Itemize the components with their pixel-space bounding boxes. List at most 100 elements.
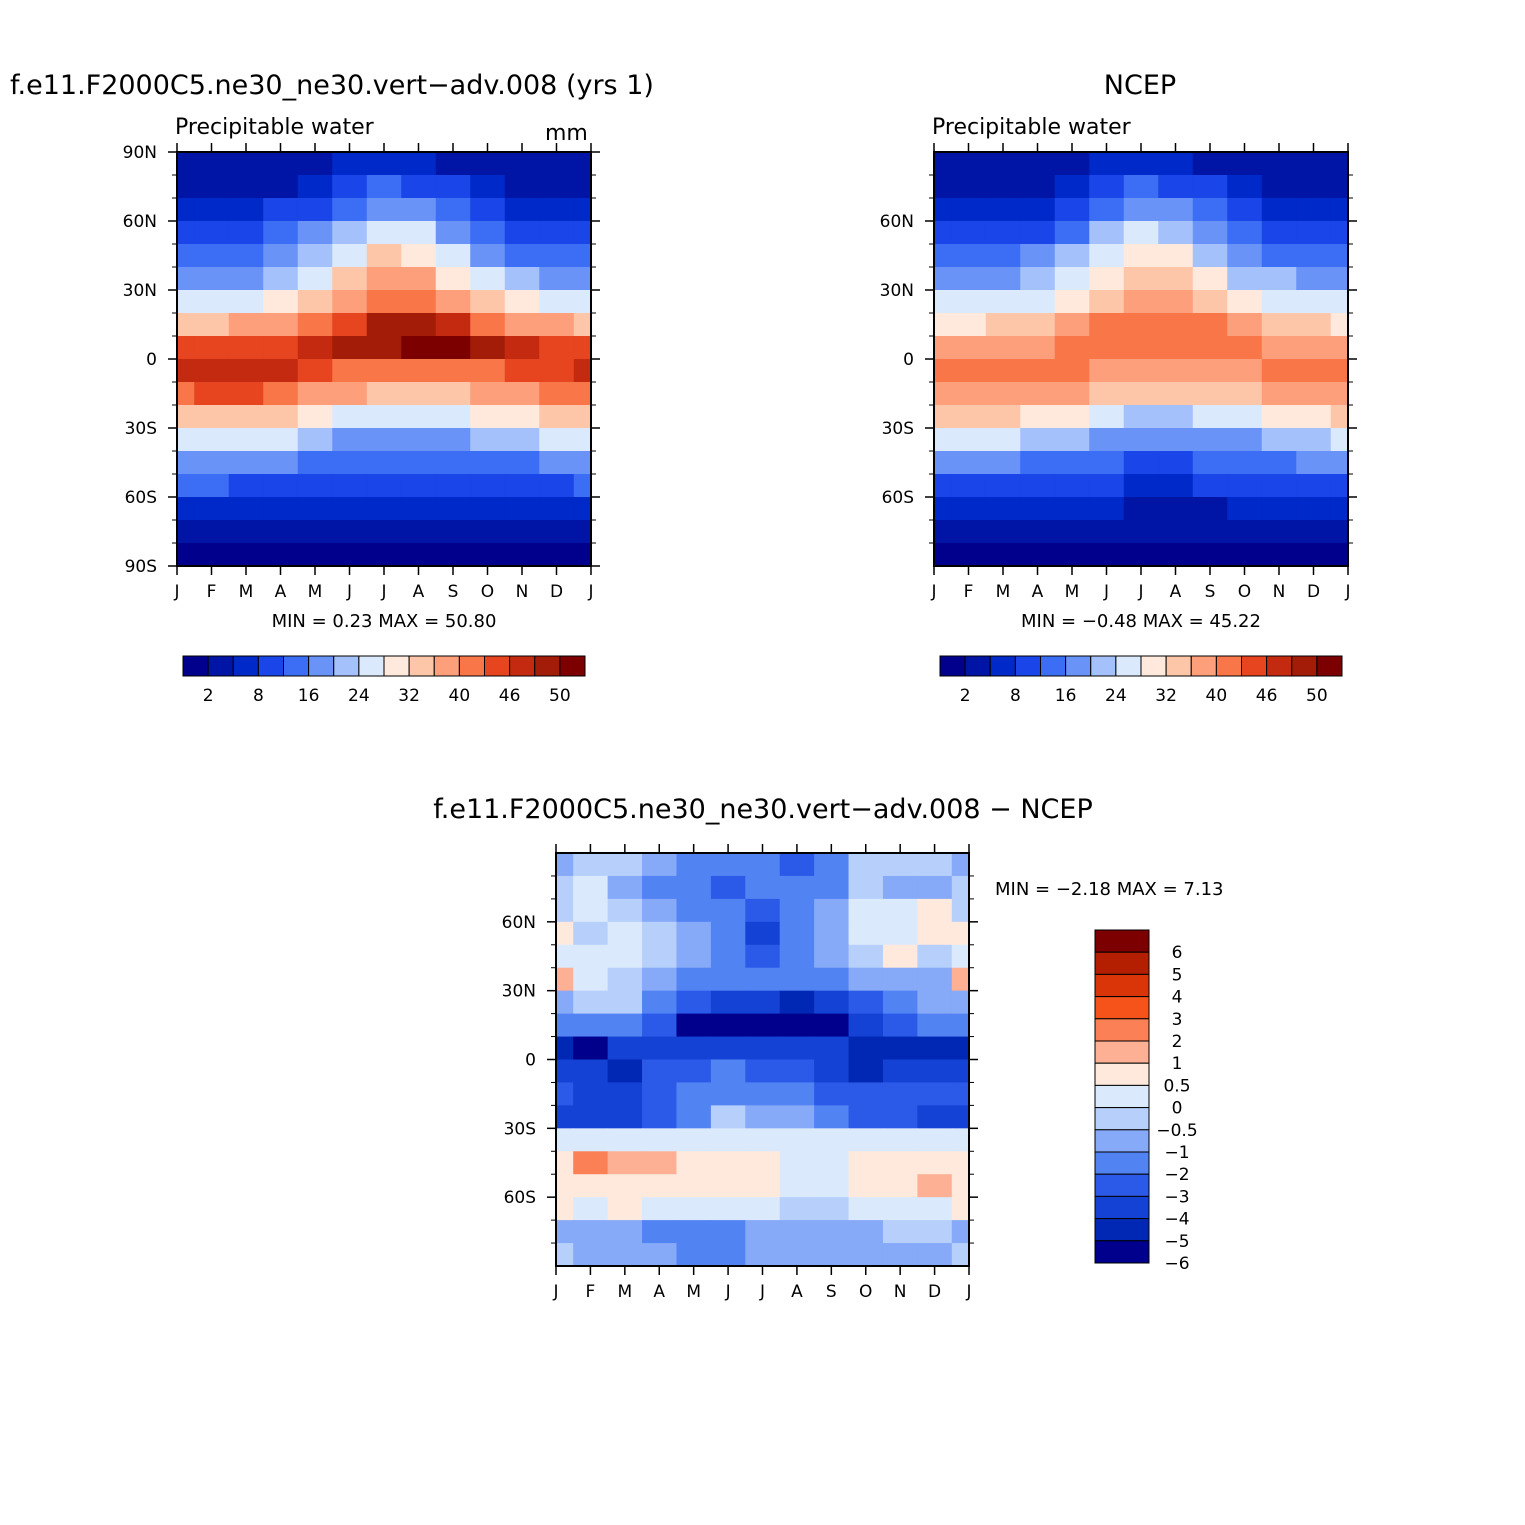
panel-diff-cell — [848, 967, 884, 992]
panel-ncep-cell — [1089, 244, 1125, 268]
panel-diff-cell — [745, 853, 781, 877]
panel-ncep-cell — [1089, 198, 1125, 222]
panel-diff-cell — [779, 898, 815, 923]
panel-ncep-cell — [1089, 451, 1125, 475]
panel-model-cell — [177, 474, 195, 498]
panel-model-cell — [366, 152, 402, 176]
panel-ncep-cell — [985, 313, 1021, 337]
panel-model-cell — [332, 198, 368, 222]
panel-ncep-xtick-label: F — [964, 582, 974, 602]
panel-ncep-cell — [985, 290, 1021, 314]
panel-model-cell — [470, 359, 506, 383]
panel-model-colorbar-swatch — [358, 655, 385, 677]
panel-ncep-cell — [1296, 221, 1332, 245]
panel-diff-cell — [607, 921, 643, 946]
panel-model-cell — [470, 520, 506, 544]
panel-model-colorbar-label: 24 — [348, 686, 370, 706]
panel-diff-cell — [556, 875, 574, 900]
panel-model-cell — [573, 267, 592, 291]
panel-ncep-cell — [1261, 543, 1297, 567]
panel-ncep-cell — [1227, 497, 1263, 521]
panel-model-cell — [401, 405, 437, 429]
panel-model-cell — [366, 221, 402, 245]
panel-diff-cell — [917, 1036, 953, 1061]
panel-model-cell — [504, 244, 540, 268]
panel-model-cell — [263, 290, 299, 314]
panel-ncep-cell — [1330, 290, 1349, 314]
panel-ncep-cell — [1192, 244, 1228, 268]
panel-model-xtick-label: D — [550, 582, 563, 602]
panel-model-cell — [435, 474, 471, 498]
panel-ncep-cell — [1227, 336, 1263, 360]
panel-ncep-cell — [934, 520, 952, 544]
panel-model-cell — [177, 198, 195, 222]
panel-diff-cell — [951, 1059, 970, 1084]
panel-model-cell — [177, 290, 195, 314]
panel-model-cell — [470, 267, 506, 291]
panel-model-cell — [435, 359, 471, 383]
panel-ncep-cell — [1296, 244, 1332, 268]
panel-model-cell — [228, 267, 264, 291]
panel-diff-colorbar-swatch — [1094, 1107, 1150, 1131]
panel-diff-cell — [779, 1197, 815, 1221]
panel-diff-cell — [642, 853, 678, 877]
panel-diff-xtick-label: M — [686, 1282, 701, 1302]
panel-ncep-cell — [1192, 428, 1228, 452]
panel-diff-xtick-label: J — [759, 1282, 765, 1302]
panel-ncep-cell — [1089, 359, 1125, 383]
panel-diff-cell — [745, 921, 781, 946]
panel-ncep-cell — [1330, 497, 1349, 521]
panel-ncep-cell — [1123, 451, 1159, 475]
panel-ncep-cell — [985, 359, 1021, 383]
panel-ncep-cell — [985, 474, 1021, 498]
panel-diff-cell — [779, 1059, 815, 1084]
panel-diff-cell — [676, 1128, 712, 1152]
panel-ncep-cell — [1054, 543, 1090, 567]
panel-model-cell — [366, 336, 402, 360]
panel-diff-cell — [745, 1036, 781, 1061]
panel-diff-cell — [917, 1059, 953, 1084]
panel-ncep-cell — [1296, 267, 1332, 291]
panel-model-cell — [366, 175, 402, 199]
panel-ncep-cell — [1020, 221, 1056, 245]
panel-diff-colorbar-label: −0.5 — [1156, 1121, 1197, 1141]
panel-ncep-cell — [934, 543, 952, 567]
panel-model-cell — [194, 520, 230, 544]
panel-ncep-cell — [1227, 313, 1263, 337]
panel-diff-colorbar-label: −3 — [1164, 1187, 1189, 1207]
panel-ncep-colorbar-label: 32 — [1155, 686, 1177, 706]
panel-model-cell — [573, 543, 592, 567]
panel-model-cell — [401, 221, 437, 245]
panel-diff-cell — [607, 967, 643, 992]
panel-diff-cell — [917, 967, 953, 992]
panel-ncep-cell — [1158, 244, 1194, 268]
panel-ncep-cell — [985, 382, 1021, 406]
panel-ncep-cell — [1192, 336, 1228, 360]
panel-model-cell — [297, 221, 333, 245]
panel-model-cell — [297, 175, 333, 199]
panel-model-cell — [177, 543, 195, 567]
panel-diff-cell — [882, 1128, 918, 1152]
panel-diff-cell — [676, 1036, 712, 1061]
panel-ncep-cell — [985, 267, 1021, 291]
panel-model-cell — [539, 313, 575, 337]
panel-model-cell — [263, 336, 299, 360]
panel-model-cell — [263, 359, 299, 383]
panel-ncep-cell — [985, 175, 1021, 199]
panel-ncep-colorbar-label: 24 — [1105, 686, 1127, 706]
panel-model-cell — [366, 405, 402, 429]
panel-ncep-cell — [1158, 520, 1194, 544]
panel-diff-cell — [573, 1243, 609, 1267]
panel-diff-cell — [607, 1174, 643, 1198]
panel-ncep-colorbar-label: 16 — [1055, 686, 1077, 706]
panel-model-cell — [366, 290, 402, 314]
panel-ncep-cell — [1296, 405, 1332, 429]
panel-model-cell — [539, 175, 575, 199]
panel-model-colorbar-swatch — [257, 655, 284, 677]
panel-diff-ytick-label: 60N — [502, 913, 536, 933]
panel-model-xtick-label: A — [413, 582, 425, 602]
panel-ncep-cell — [1192, 313, 1228, 337]
panel-model-cell — [194, 336, 230, 360]
panel-model-cell — [332, 474, 368, 498]
